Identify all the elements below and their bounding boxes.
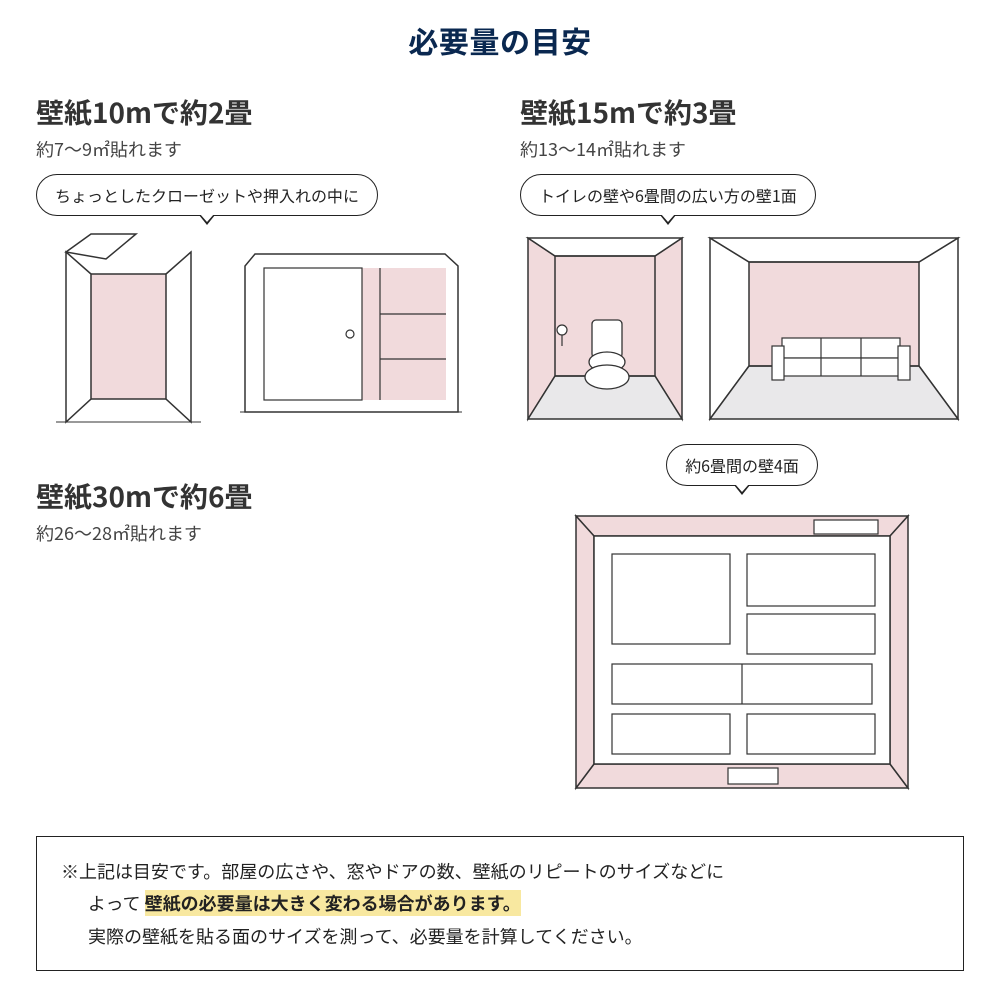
bubble-30m: 約6畳間の壁4面 — [666, 444, 818, 486]
note-line-2a: よって — [88, 890, 145, 916]
floorplan-icon — [552, 504, 932, 804]
toilet-room-icon — [520, 234, 690, 424]
bubble-15m: トイレの壁や6畳間の広い方の壁1面 — [520, 174, 816, 216]
bubble-10m: ちょっとしたクローゼットや押入れの中に — [36, 174, 378, 216]
note-highlight: 壁紙の必要量は大きく変わる場合があります。 — [145, 890, 521, 916]
page-title: 必要量の目安 — [36, 18, 964, 62]
sub-15m: 約13～14㎡貼れます — [520, 136, 964, 162]
block-15m: 壁紙15mで約3畳 約13～14㎡貼れます トイレの壁や6畳間の広い方の壁1面 — [520, 92, 964, 424]
heading-15m: 壁紙15mで約3畳 — [520, 92, 964, 132]
content-grid: 壁紙10mで約2畳 約7～9㎡貼れます ちょっとしたクローゼットや押入れの中に — [36, 92, 964, 971]
living-room-icon — [704, 234, 964, 424]
sub-10m: 約7～9㎡貼れます — [36, 136, 480, 162]
note-line-3: 実際の壁紙を貼る面のサイズを測って、必要量を計算してください。 — [61, 920, 939, 952]
heading-10m: 壁紙10mで約2畳 — [36, 92, 480, 132]
sliding-closet-icon — [230, 234, 470, 424]
block-30m-illus: 約6畳間の壁4面 — [520, 444, 964, 804]
heading-30m: 壁紙30mで約6畳 — [36, 476, 480, 516]
block-10m: 壁紙10mで約2畳 約7～9㎡貼れます ちょっとしたクローゼットや押入れの中に — [36, 92, 480, 424]
illus-10m — [36, 234, 480, 424]
note-line-1: ※上記は目安です。部屋の広さや、窓やドアの数、壁紙のリピートのサイズなどに — [61, 858, 724, 884]
block-30m: 壁紙30mで約6畳 約26～28㎡貼れます — [36, 476, 480, 804]
closet-icon — [36, 234, 216, 424]
illus-15m — [520, 234, 964, 424]
sub-30m: 約26～28㎡貼れます — [36, 520, 480, 546]
note-box: ※上記は目安です。部屋の広さや、窓やドアの数、壁紙のリピートのサイズなどに よっ… — [36, 836, 964, 971]
